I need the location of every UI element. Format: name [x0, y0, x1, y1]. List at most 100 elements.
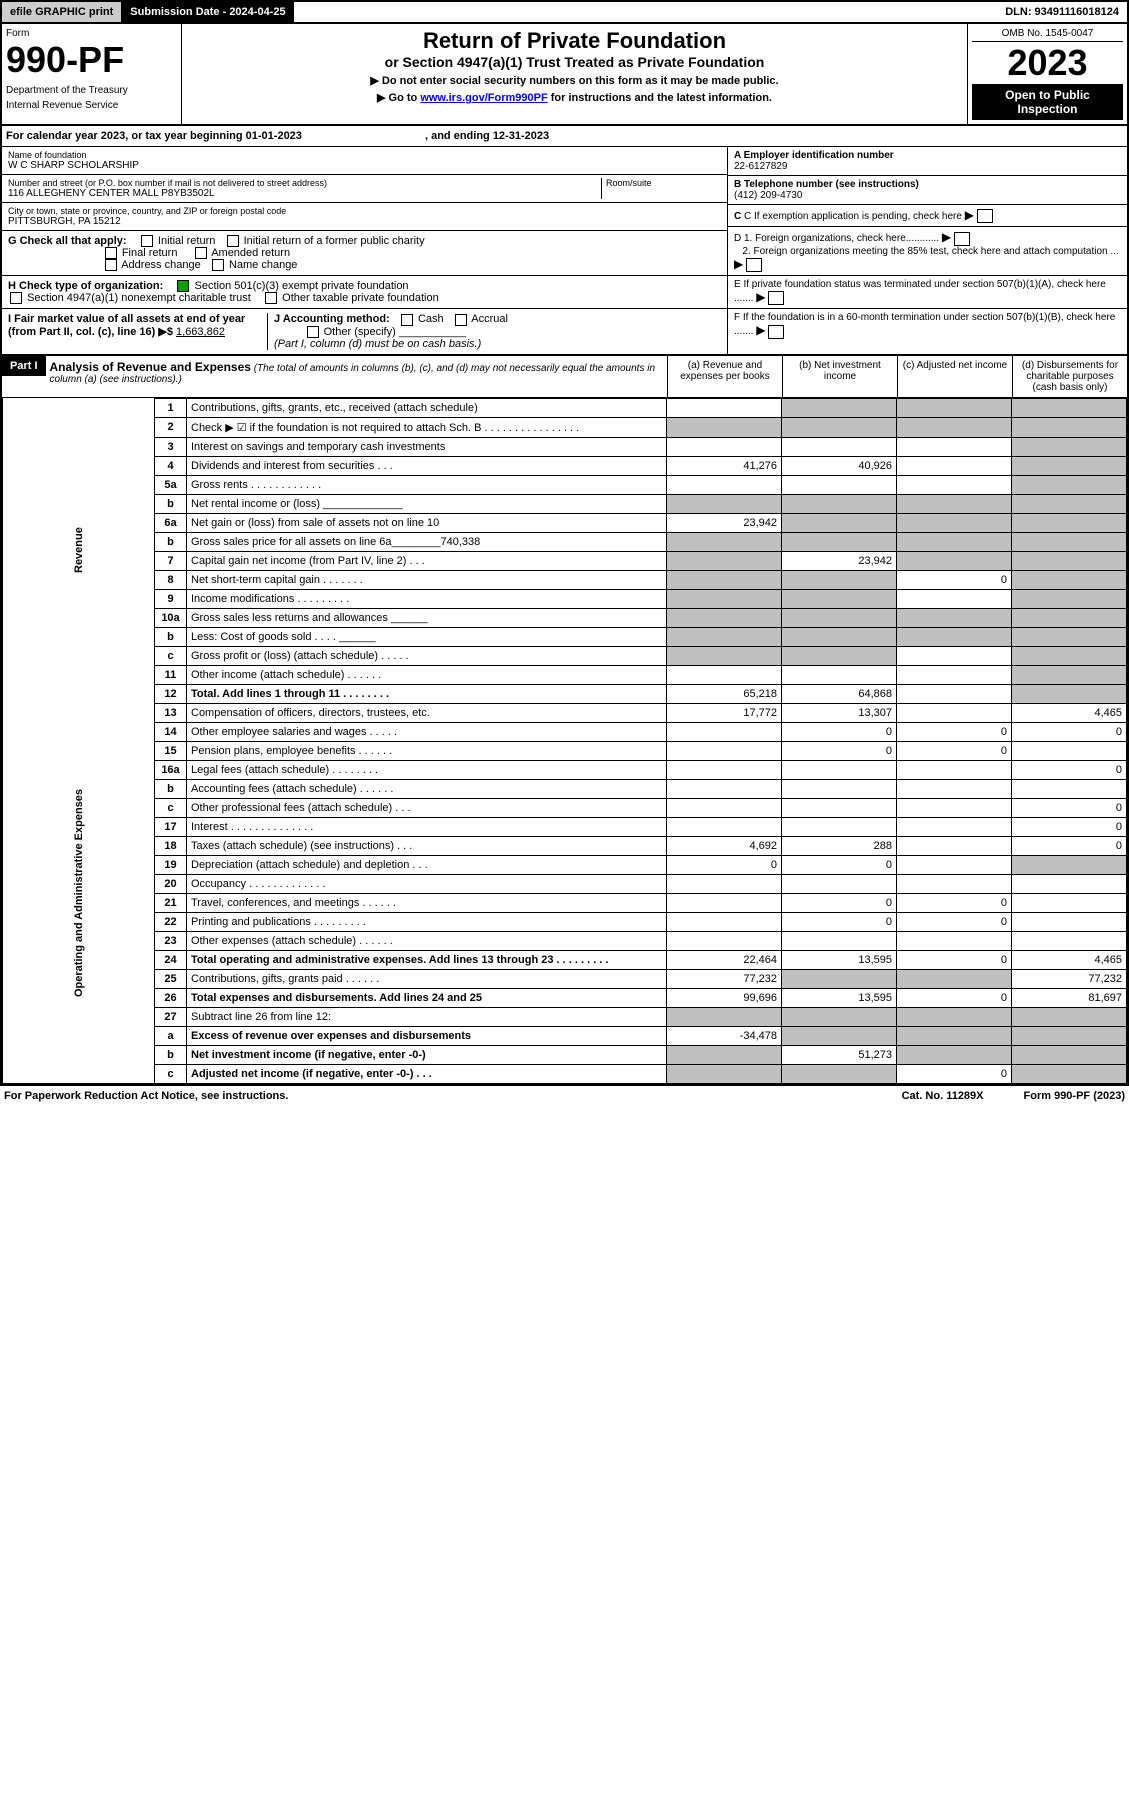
title-main: Return of Private Foundation [186, 28, 963, 54]
foundation-name: W C SHARP SCHOLARSHIP [8, 160, 721, 171]
line-number: 21 [155, 893, 187, 912]
line-description: Contributions, gifts, grants, etc., rece… [187, 398, 667, 417]
line-number: 1 [155, 398, 187, 417]
checkbox-initial-return[interactable] [141, 235, 153, 247]
table-row: 2Check ▶ ☑ if the foundation is not requ… [3, 417, 1127, 437]
col-c-header: (c) Adjusted net income [897, 356, 1012, 397]
value-cell: 22,464 [667, 950, 782, 969]
value-cell: 0 [782, 893, 897, 912]
checkbox-e[interactable] [768, 291, 784, 305]
value-cell: 0 [897, 893, 1012, 912]
value-cell [667, 779, 782, 798]
line-description: Net rental income or (loss) ____________… [187, 494, 667, 513]
line-number: 20 [155, 874, 187, 893]
checkbox-other-taxable[interactable] [265, 292, 277, 304]
line-description: Capital gain net income (from Part IV, l… [187, 551, 667, 570]
line-description: Net investment income (if negative, ente… [187, 1045, 667, 1064]
value-cell [1012, 494, 1127, 513]
checkbox-d2[interactable] [746, 258, 762, 272]
checkbox-final-return[interactable] [105, 247, 117, 259]
value-cell [897, 798, 1012, 817]
value-cell: 13,595 [782, 988, 897, 1007]
efile-print-button[interactable]: efile GRAPHIC print [2, 2, 122, 22]
value-cell [897, 969, 1012, 988]
value-cell [782, 1064, 897, 1083]
checkbox-other-method[interactable] [307, 326, 319, 338]
value-cell: 40,926 [782, 456, 897, 475]
checkbox-amended[interactable] [195, 247, 207, 259]
checkbox-4947a1[interactable] [10, 292, 22, 304]
value-cell [1012, 475, 1127, 494]
checkbox-address-change[interactable] [105, 259, 117, 271]
line-description: Legal fees (attach schedule) . . . . . .… [187, 760, 667, 779]
value-cell [1012, 456, 1127, 475]
info-left-col: Name of foundation W C SHARP SCHOLARSHIP… [2, 147, 727, 354]
checkbox-f[interactable] [768, 325, 784, 339]
value-cell [667, 817, 782, 836]
checkbox-cash[interactable] [401, 314, 413, 326]
form-link[interactable]: www.irs.gov/Form990PF [420, 92, 547, 104]
value-cell [897, 589, 1012, 608]
value-cell [782, 570, 897, 589]
value-cell [897, 836, 1012, 855]
line-number: 9 [155, 589, 187, 608]
line-number: 6a [155, 513, 187, 532]
value-cell: 77,232 [667, 969, 782, 988]
table-row: Operating and Administrative Expenses13C… [3, 703, 1127, 722]
value-cell [897, 1007, 1012, 1026]
table-row: bNet rental income or (loss) ___________… [3, 494, 1127, 513]
checkbox-name-change[interactable] [212, 259, 224, 271]
checkbox-501c3[interactable] [177, 280, 189, 292]
line-description: Gross profit or (loss) (attach schedule)… [187, 646, 667, 665]
line-number: b [155, 1045, 187, 1064]
value-cell [782, 589, 897, 608]
checkbox-initial-former[interactable] [227, 235, 239, 247]
j-note: (Part I, column (d) must be on cash basi… [274, 338, 481, 350]
table-row: 17Interest . . . . . . . . . . . . . .0 [3, 817, 1127, 836]
value-cell [782, 931, 897, 950]
line-number: 27 [155, 1007, 187, 1026]
value-cell [667, 912, 782, 931]
value-cell [1012, 589, 1127, 608]
line-description: Gross sales price for all assets on line… [187, 532, 667, 551]
checkbox-accrual[interactable] [455, 314, 467, 326]
header-title: Return of Private Foundation or Section … [182, 24, 967, 124]
value-cell: 0 [782, 855, 897, 874]
part1-header: Part I Analysis of Revenue and Expenses … [2, 356, 1127, 398]
value-cell [1012, 646, 1127, 665]
value-cell [897, 874, 1012, 893]
value-cell [897, 684, 1012, 703]
line-number: b [155, 627, 187, 646]
checkbox-c[interactable] [977, 209, 993, 223]
table-row: cGross profit or (loss) (attach schedule… [3, 646, 1127, 665]
table-row: 8Net short-term capital gain . . . . . .… [3, 570, 1127, 589]
top-bar: efile GRAPHIC print Submission Date - 20… [2, 2, 1127, 24]
h-checks: H Check type of organization: Section 50… [2, 276, 727, 309]
value-cell [897, 703, 1012, 722]
value-cell [667, 398, 782, 417]
line-number: 22 [155, 912, 187, 931]
value-cell [667, 475, 782, 494]
line-number: 25 [155, 969, 187, 988]
table-row: 12Total. Add lines 1 through 11 . . . . … [3, 684, 1127, 703]
value-cell: 0 [897, 950, 1012, 969]
g-checks: G Check all that apply: Initial return I… [2, 231, 727, 276]
table-row: bAccounting fees (attach schedule) . . .… [3, 779, 1127, 798]
name-cell: Name of foundation W C SHARP SCHOLARSHIP [2, 147, 727, 175]
paperwork-notice: For Paperwork Reduction Act Notice, see … [4, 1090, 288, 1102]
page-footer: For Paperwork Reduction Act Notice, see … [0, 1086, 1129, 1106]
header-left: Form 990-PF Department of the Treasury I… [2, 24, 182, 124]
line-description: Adjusted net income (if negative, enter … [187, 1064, 667, 1083]
value-cell [897, 398, 1012, 417]
value-cell [782, 475, 897, 494]
value-cell: 4,465 [1012, 950, 1127, 969]
value-cell [782, 398, 897, 417]
line-description: Gross rents . . . . . . . . . . . . [187, 475, 667, 494]
line-number: 4 [155, 456, 187, 475]
value-cell [1012, 608, 1127, 627]
value-cell [1012, 893, 1127, 912]
value-cell: 4,692 [667, 836, 782, 855]
value-cell: 4,465 [1012, 703, 1127, 722]
checkbox-d1[interactable] [954, 232, 970, 246]
table-row: 14Other employee salaries and wages . . … [3, 722, 1127, 741]
